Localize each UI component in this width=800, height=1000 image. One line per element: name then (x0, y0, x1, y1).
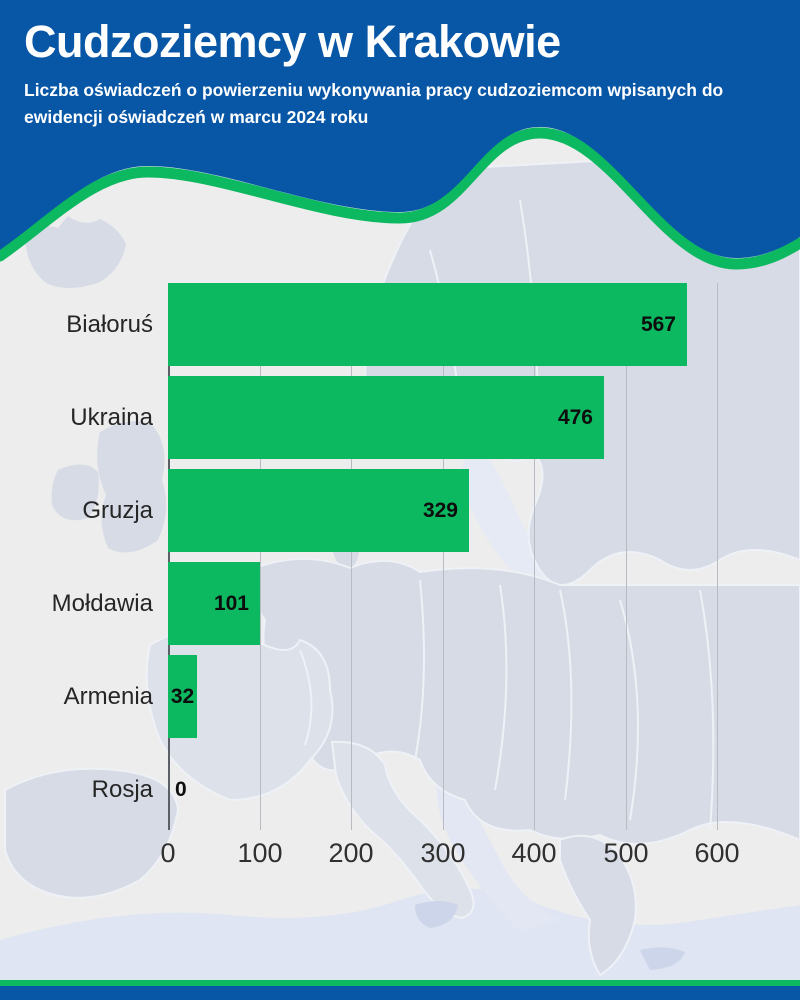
bar-row: Białoruś 567 (0, 283, 800, 366)
bar-row: Ukraina 476 (0, 376, 800, 459)
x-axis: 0 100 200 300 400 500 600 (0, 838, 800, 872)
tick-label: 300 (420, 838, 466, 868)
footer-green-stripe (0, 980, 800, 986)
bar-value: 567 (640, 312, 676, 336)
tick-label: 200 (328, 838, 374, 868)
bar: 476 (168, 376, 604, 459)
tick-label: 600 (694, 838, 740, 868)
bar-value: 476 (557, 405, 593, 429)
bar-label: Rosja (91, 776, 153, 803)
gridline (626, 283, 627, 830)
footer-blue-stripe (0, 986, 800, 1000)
bar: 101 (168, 562, 260, 645)
tick-label: 500 (603, 838, 649, 868)
gridline (717, 283, 718, 830)
bar: 32 (168, 655, 197, 738)
bar-label: Mołdawia (51, 590, 153, 617)
bar-label: Armenia (63, 683, 153, 710)
bar-value: 0 (175, 777, 187, 801)
tick-label: 100 (237, 838, 283, 868)
axis-line (168, 283, 170, 830)
bar-row: Gruzja 329 (0, 469, 800, 552)
bar: 567 (168, 283, 687, 366)
bar-label: Białoruś (66, 311, 153, 338)
bar-row: Rosja 0 (0, 748, 800, 831)
bar-value: 32 (170, 684, 195, 708)
bar-label: Ukraina (70, 404, 153, 431)
bar-row: Mołdawia 101 (0, 562, 800, 645)
bar-value: 329 (422, 498, 458, 522)
tick-label: 0 (160, 838, 176, 868)
bar: 329 (168, 469, 469, 552)
bar-row: Armenia 32 (0, 655, 800, 738)
bar-value: 101 (213, 591, 249, 615)
gridline (260, 283, 261, 830)
gridline (443, 283, 444, 830)
gridline (534, 283, 535, 830)
tick-label: 400 (511, 838, 557, 868)
gridline (351, 283, 352, 830)
bar-label: Gruzja (82, 497, 153, 524)
